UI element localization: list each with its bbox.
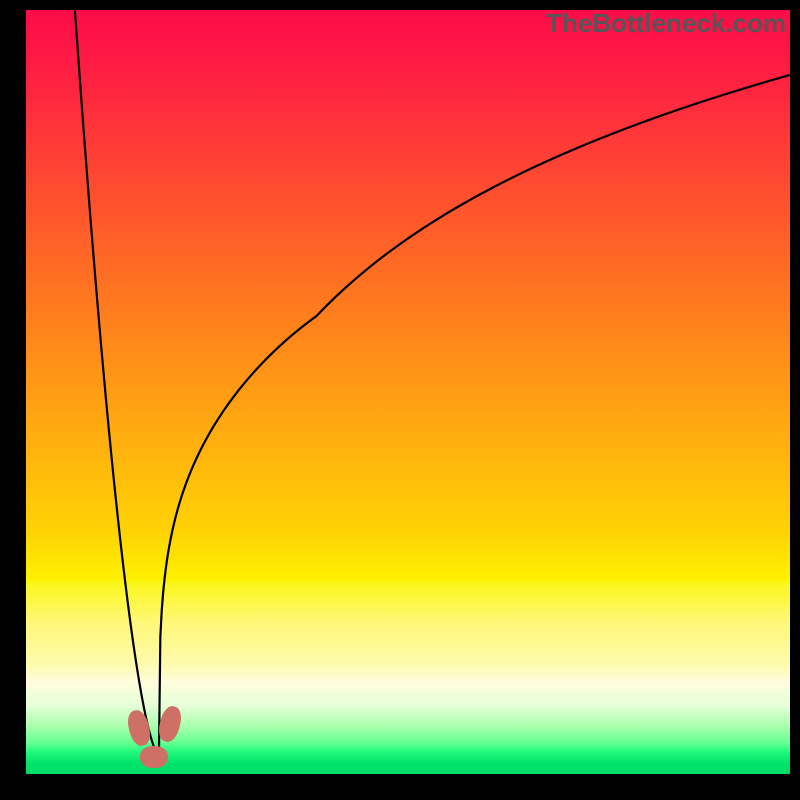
bottleneck-curve xyxy=(75,10,790,755)
plot-area xyxy=(26,10,790,774)
curve-layer xyxy=(26,10,790,774)
valley-marker xyxy=(140,746,168,768)
chart-frame: TheBottleneck.com xyxy=(0,0,800,800)
watermark-text: TheBottleneck.com xyxy=(546,8,786,39)
